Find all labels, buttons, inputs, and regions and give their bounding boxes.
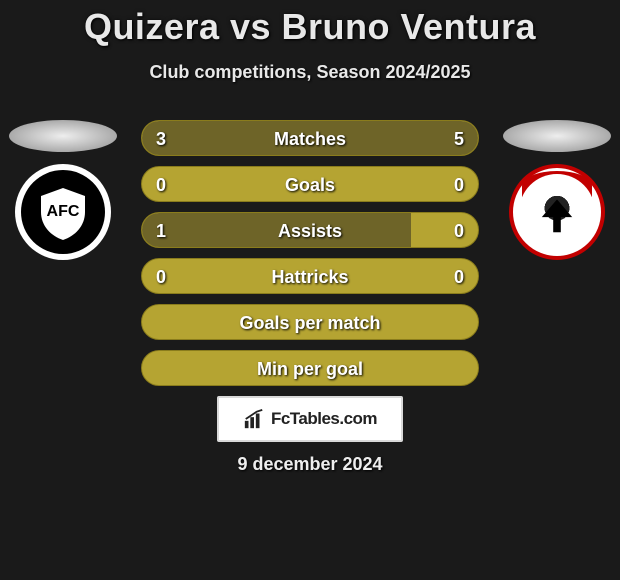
team-right-block (502, 120, 612, 280)
shield-icon: AFC (33, 182, 93, 242)
stat-bar-goals-per-match: Goals per match (141, 304, 479, 340)
team-right-badge (509, 164, 605, 260)
stat-bar-min-per-goal: Min per goal (141, 350, 479, 386)
team-left-badge-text: AFC (47, 203, 80, 220)
platform-left (9, 120, 117, 152)
page-title: Quizera vs Bruno Ventura (0, 0, 620, 48)
page-subtitle: Club competitions, Season 2024/2025 (0, 62, 620, 83)
stat-bar-goals: 00Goals (141, 166, 479, 202)
team-left-badge-inner: AFC (21, 170, 105, 254)
bar-label: Assists (142, 213, 478, 248)
date-label: 9 december 2024 (0, 454, 620, 475)
bar-label: Hattricks (142, 259, 478, 294)
logo-text: FcTables.com (271, 409, 377, 429)
bar-label: Goals per match (142, 305, 478, 340)
team-left-badge: AFC (15, 164, 111, 260)
stat-bars: 35Matches 00Goals 10Assists 00Hattricks Goal… (141, 120, 479, 396)
fctables-logo[interactable]: FcTables.com (217, 396, 403, 442)
eagle-icon (519, 174, 595, 250)
stat-bar-assists: 10Assists (141, 212, 479, 248)
stat-bar-hattricks: 00Hattricks (141, 258, 479, 294)
bar-label: Goals (142, 167, 478, 202)
bar-label: Matches (142, 121, 478, 156)
team-left-block: AFC (8, 120, 118, 280)
platform-right (503, 120, 611, 152)
team-right-badge-inner (519, 174, 595, 250)
bar-label: Min per goal (142, 351, 478, 386)
chart-icon (243, 408, 265, 430)
stat-bar-matches: 35Matches (141, 120, 479, 156)
